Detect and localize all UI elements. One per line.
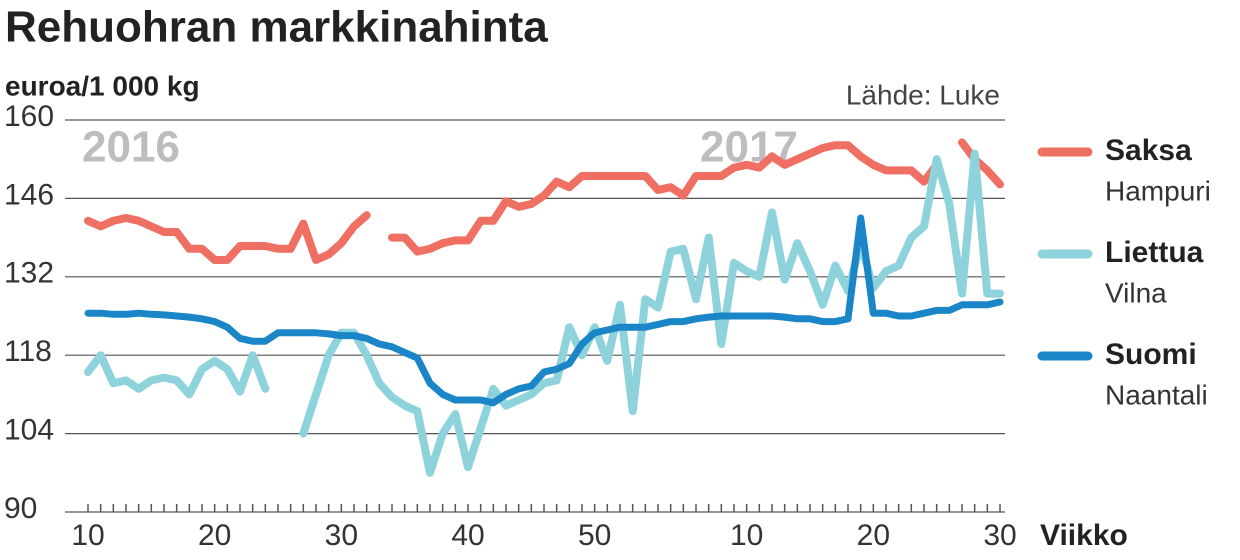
legend-place: Naantali xyxy=(1105,379,1208,410)
y-tick-label: 104 xyxy=(4,414,54,447)
legend-label: Liettua xyxy=(1105,236,1204,269)
x-tick-label: 10 xyxy=(730,519,763,552)
x-tick-label: 40 xyxy=(451,519,484,552)
subtitle: euroa/1 000 kg xyxy=(5,70,200,101)
y-tick-label: 118 xyxy=(4,335,52,368)
series-line xyxy=(84,149,1004,477)
chart-title: Rehuohran markkinahinta xyxy=(5,3,548,52)
x-tick-label: 10 xyxy=(71,519,104,552)
legend-label: Saksa xyxy=(1105,134,1192,167)
x-tick-label: 20 xyxy=(857,519,890,552)
x-tick-label: 20 xyxy=(198,519,231,552)
y-tick-label: 90 xyxy=(4,492,37,525)
x-tick-label: 30 xyxy=(983,519,1016,552)
source: Lähde: Luke xyxy=(846,79,1000,110)
series-line xyxy=(84,138,1004,264)
legend-label: Suomi xyxy=(1105,338,1197,371)
series-line xyxy=(84,214,1004,407)
x-tick-label: 50 xyxy=(578,519,611,552)
legend-place: Hampuri xyxy=(1105,175,1211,206)
x-tick-label: 30 xyxy=(325,519,358,552)
y-tick-label: 132 xyxy=(4,257,54,290)
y-tick-label: 146 xyxy=(4,178,54,211)
year-label: 2016 xyxy=(82,123,180,172)
x-axis-label: Viikko xyxy=(1040,519,1128,552)
y-tick-label: 160 xyxy=(4,100,54,133)
legend-place: Vilna xyxy=(1105,277,1167,308)
